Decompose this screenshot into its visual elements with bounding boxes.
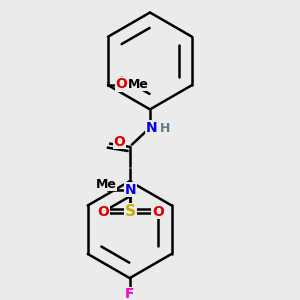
Text: F: F [125,287,134,300]
Text: S: S [125,204,136,219]
Text: O: O [97,205,109,219]
Text: H: H [160,122,170,135]
Text: Me: Me [128,78,149,91]
Text: Me: Me [96,178,117,190]
Text: N: N [146,121,158,135]
Text: O: O [152,205,164,219]
Text: O: O [115,77,127,91]
Text: O: O [113,135,125,148]
Text: N: N [125,183,136,197]
